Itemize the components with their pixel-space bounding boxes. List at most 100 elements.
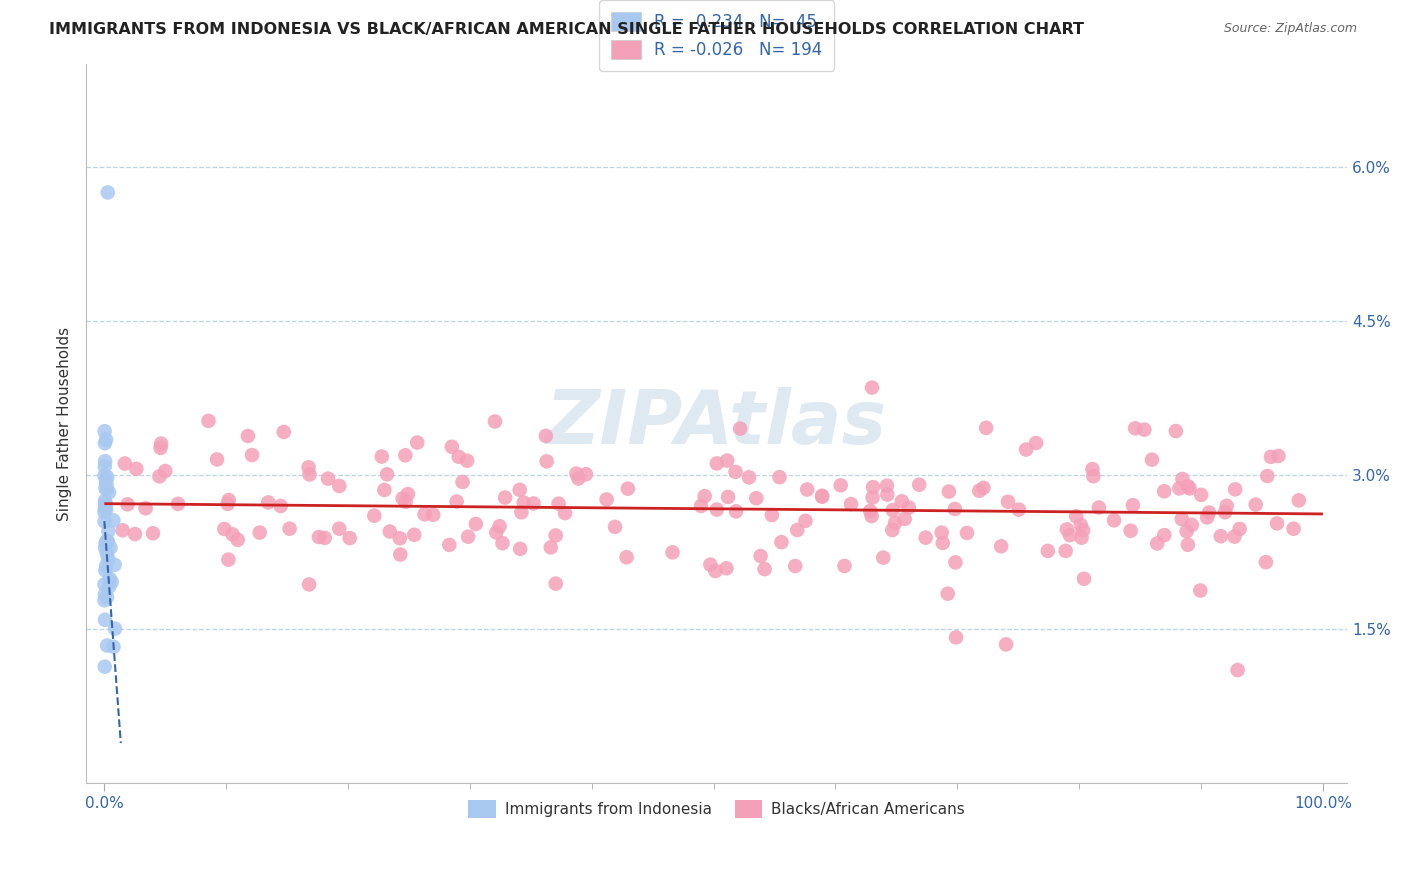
Point: [197, 414, 219, 428]
Point: [617, 482, 640, 496]
Point: [1181, 517, 1204, 532]
Point: [716, 561, 738, 575]
Point: [794, 514, 817, 528]
Point: [1267, 449, 1289, 463]
Point: [96, 503, 118, 517]
Point: [882, 523, 904, 537]
Point: [554, 506, 576, 520]
Point: [724, 465, 747, 479]
Point: [135, 501, 157, 516]
Text: ZIPAtlas: ZIPAtlas: [546, 387, 887, 460]
Point: [967, 483, 990, 498]
Point: [1119, 524, 1142, 538]
Legend: Immigrants from Indonesia, Blacks/African Americans: Immigrants from Indonesia, Blacks/Africa…: [461, 793, 973, 826]
Point: [485, 525, 508, 540]
Point: [94, 496, 117, 510]
Point: [1209, 529, 1232, 543]
Point: [513, 495, 536, 509]
Point: [661, 545, 683, 559]
Point: [447, 450, 470, 464]
Point: [94, 501, 117, 516]
Point: [226, 533, 249, 547]
Point: [388, 531, 411, 545]
Point: [298, 467, 321, 482]
Point: [1081, 462, 1104, 476]
Point: [396, 487, 419, 501]
Point: [93, 515, 115, 529]
Point: [97, 186, 120, 200]
Point: [1168, 482, 1191, 496]
Point: [98, 572, 121, 586]
Point: [547, 497, 569, 511]
Point: [1064, 509, 1087, 524]
Point: [422, 508, 444, 522]
Point: [616, 550, 638, 565]
Point: [214, 522, 236, 536]
Point: [1177, 538, 1199, 552]
Point: [1189, 583, 1212, 598]
Point: [148, 469, 170, 483]
Point: [413, 508, 436, 522]
Point: [124, 527, 146, 541]
Point: [738, 470, 761, 484]
Point: [93, 577, 115, 591]
Point: [862, 491, 884, 505]
Point: [839, 497, 862, 511]
Point: [464, 516, 486, 531]
Point: [205, 452, 228, 467]
Point: [1133, 423, 1156, 437]
Point: [491, 536, 513, 550]
Point: [308, 530, 330, 544]
Point: [534, 429, 557, 443]
Point: [1223, 530, 1246, 544]
Point: [257, 495, 280, 509]
Point: [373, 483, 395, 497]
Point: [94, 433, 117, 447]
Point: [103, 513, 125, 527]
Point: [1146, 536, 1168, 550]
Point: [811, 490, 834, 504]
Point: [575, 467, 598, 482]
Point: [371, 450, 394, 464]
Point: [1223, 483, 1246, 497]
Point: [717, 490, 740, 504]
Point: [690, 499, 713, 513]
Point: [1164, 424, 1187, 438]
Point: [94, 541, 117, 555]
Point: [494, 491, 516, 505]
Point: [693, 489, 716, 503]
Point: [457, 530, 479, 544]
Point: [510, 505, 533, 519]
Point: [1088, 500, 1111, 515]
Point: [117, 497, 139, 511]
Point: [1177, 479, 1199, 493]
Point: [509, 541, 531, 556]
Point: [872, 550, 894, 565]
Point: [770, 535, 793, 549]
Point: [990, 539, 1012, 553]
Point: [94, 613, 117, 627]
Point: [1189, 488, 1212, 502]
Point: [93, 659, 115, 673]
Point: [1226, 663, 1249, 677]
Point: [111, 523, 134, 537]
Point: [860, 509, 883, 524]
Point: [704, 564, 727, 578]
Point: [94, 493, 117, 508]
Point: [1070, 518, 1092, 533]
Point: [100, 541, 122, 555]
Point: [297, 460, 319, 475]
Point: [1198, 506, 1220, 520]
Point: [936, 587, 959, 601]
Point: [394, 448, 416, 462]
Point: [1175, 524, 1198, 539]
Point: [565, 467, 588, 481]
Point: [706, 502, 728, 516]
Point: [488, 519, 510, 533]
Point: [456, 453, 478, 467]
Point: [406, 435, 429, 450]
Point: [956, 525, 979, 540]
Point: [96, 476, 118, 491]
Point: [860, 381, 883, 395]
Point: [218, 493, 240, 508]
